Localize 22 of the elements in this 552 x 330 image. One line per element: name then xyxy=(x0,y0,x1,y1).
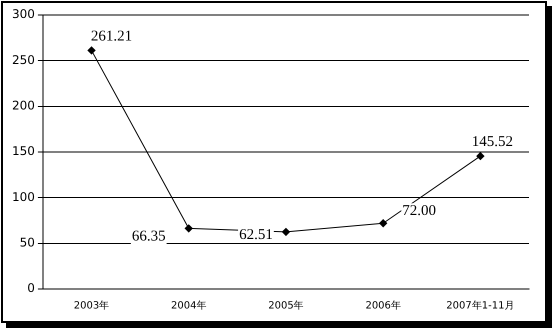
point xyxy=(88,46,96,54)
y-tick-label: 50 xyxy=(20,235,35,250)
x-tick-label: 2005年 xyxy=(268,300,304,312)
point xyxy=(282,228,290,236)
text: 145.52 xyxy=(472,134,514,150)
x-tick-label: 2003年 xyxy=(74,300,110,312)
x-tick-label: 2006年 xyxy=(365,300,401,312)
point xyxy=(476,152,484,160)
x-tick-label: 2004年 xyxy=(171,300,206,312)
text: 72.00 xyxy=(402,203,436,220)
point xyxy=(379,219,388,228)
text: 66.35 xyxy=(132,228,166,244)
y-tick-label: 300 xyxy=(12,7,35,22)
y-tick-label: 150 xyxy=(12,144,35,158)
y-tick-label: 250 xyxy=(12,52,35,67)
y-tick-label: 200 xyxy=(12,98,35,112)
y-tick-label: 0 xyxy=(27,281,35,296)
point xyxy=(184,224,193,232)
y-tick-label: 100 xyxy=(12,190,35,204)
text: 261.21 xyxy=(90,28,132,44)
text: 62.51 xyxy=(239,226,273,243)
x-tick-label: 2007年1-11月 xyxy=(446,300,514,312)
